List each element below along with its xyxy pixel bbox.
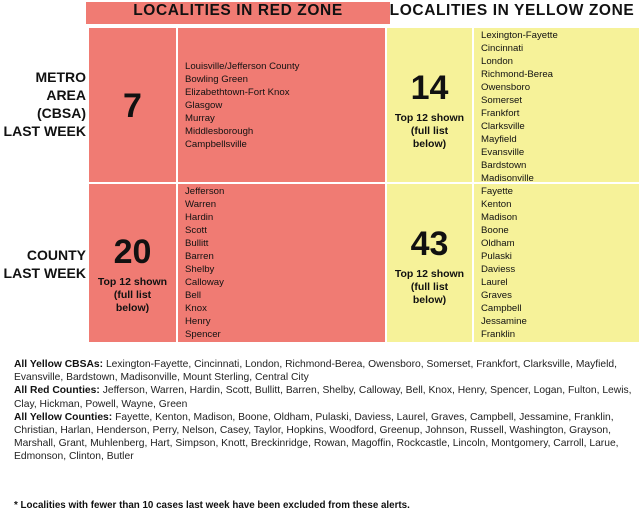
list-item: Scott bbox=[185, 225, 207, 236]
list-item: Oldham bbox=[481, 238, 515, 249]
metro-yellow-note: Top 12 shown (full list below) bbox=[394, 112, 465, 150]
list-item: Campbell bbox=[481, 303, 522, 314]
list-item: Madisonville bbox=[481, 173, 534, 184]
county-red-list: Jefferson Warren Hardin Scott Bullitt Ba… bbox=[185, 185, 224, 341]
list-item: Henry bbox=[185, 316, 211, 327]
list-item: Laurel bbox=[481, 277, 508, 288]
red-counties-label: All Red Counties: bbox=[14, 385, 100, 397]
list-item: Clarksville bbox=[481, 121, 525, 132]
list-item: Kenton bbox=[481, 199, 512, 210]
list-item: Graves bbox=[481, 290, 512, 301]
list-item: Franklin bbox=[481, 329, 516, 340]
county-red-count: 20 bbox=[113, 233, 152, 271]
list-item: Warren bbox=[185, 199, 217, 210]
list-item: Pulaski bbox=[481, 251, 512, 262]
metro-yellow-count: 14 bbox=[410, 69, 449, 107]
metro-row-label: METRO AREA (CBSA) LAST WEEK bbox=[3, 69, 86, 139]
list-item: Shelby bbox=[185, 264, 215, 275]
list-item: Cincinnati bbox=[481, 43, 524, 54]
metro-red-count-cell: 7 bbox=[89, 28, 176, 182]
yellow-cbsas-label: All Yellow CBSAs: bbox=[14, 359, 104, 370]
list-item: Somerset bbox=[481, 95, 523, 106]
yellow-counties-paragraph: All Yellow Counties: Fayette, Kenton, Ma… bbox=[14, 411, 632, 464]
county-yellow-count-cell: 43 Top 12 shown (full list below) bbox=[387, 184, 472, 342]
red-counties-text: Jefferson, Warren, Hardin, Scott, Bullit… bbox=[14, 385, 632, 410]
list-item: Jefferson bbox=[185, 186, 225, 197]
county-yellow-list: Fayette Kenton Madison Boone Oldham Pula… bbox=[481, 185, 527, 341]
county-yellow-note: Top 12 shown (full list below) bbox=[394, 268, 465, 306]
list-item: Campbellsville bbox=[185, 139, 247, 150]
county-red-list-cell: Jefferson Warren Hardin Scott Bullitt Ba… bbox=[178, 184, 385, 342]
list-item: Bowling Green bbox=[185, 74, 248, 85]
metro-red-list-cell: Louisville/Jefferson County Bowling Gree… bbox=[178, 28, 385, 182]
yellow-counties-label: All Yellow Counties: bbox=[14, 411, 113, 423]
metro-red-list: Louisville/Jefferson County Bowling Gree… bbox=[185, 60, 299, 151]
county-red-note: Top 12 shown (full list below) bbox=[97, 276, 168, 314]
county-red-count-cell: 20 Top 12 shown (full list below) bbox=[89, 184, 176, 342]
list-item: London bbox=[481, 56, 514, 67]
list-item: Murray bbox=[185, 113, 215, 124]
full-lists-summary: All Yellow CBSAs: Lexington-Fayette, Cin… bbox=[14, 358, 632, 464]
list-item: Knox bbox=[185, 303, 207, 314]
yellow-cbsas-paragraph: All Yellow CBSAs: Lexington-Fayette, Cin… bbox=[14, 358, 632, 384]
list-item: Spencer bbox=[185, 329, 221, 340]
list-item: Madison bbox=[481, 212, 518, 223]
county-row-label: COUNTY LAST WEEK bbox=[3, 247, 86, 281]
list-item: Louisville/Jefferson County bbox=[185, 61, 300, 72]
list-item: Hardin bbox=[185, 212, 214, 223]
list-item: Elizabethtown-Fort Knox bbox=[185, 87, 290, 98]
list-item: Middlesborough bbox=[185, 126, 254, 137]
list-item: Boone bbox=[481, 225, 509, 236]
list-item: Glasgow bbox=[185, 100, 223, 111]
list-item: Daviess bbox=[481, 264, 516, 275]
list-item: Fayette bbox=[481, 186, 513, 197]
footnote: * Localities with fewer than 10 cases la… bbox=[14, 500, 410, 511]
metro-yellow-count-cell: 14 Top 12 shown (full list below) bbox=[387, 28, 472, 182]
red-counties-paragraph: All Red Counties: Jefferson, Warren, Har… bbox=[14, 384, 632, 410]
red-zone-header: LOCALITIES IN RED ZONE bbox=[86, 2, 390, 24]
metro-red-count: 7 bbox=[123, 87, 142, 125]
list-item: Evansville bbox=[481, 147, 525, 158]
list-item: Frankfort bbox=[481, 108, 520, 119]
list-item: Calloway bbox=[185, 277, 224, 288]
county-yellow-list-cell: Fayette Kenton Madison Boone Oldham Pula… bbox=[474, 184, 639, 342]
list-item: Richmond-Berea bbox=[481, 69, 553, 80]
metro-yellow-list: Lexington-Fayette Cincinnati London Rich… bbox=[481, 29, 558, 185]
yellow-counties-text: Fayette, Kenton, Madison, Boone, Oldham,… bbox=[14, 411, 619, 463]
list-item: Bardstown bbox=[481, 160, 527, 171]
yellow-cbsas-text: Lexington-Fayette, Cincinnati, London, R… bbox=[14, 359, 618, 384]
county-yellow-count: 43 bbox=[410, 225, 449, 263]
list-item: Owensboro bbox=[481, 82, 531, 93]
list-item: Lexington-Fayette bbox=[481, 30, 558, 41]
list-item: Barren bbox=[185, 251, 214, 262]
yellow-zone-header: LOCALITIES IN YELLOW ZONE bbox=[389, 2, 635, 19]
list-item: Bullitt bbox=[185, 238, 209, 249]
metro-yellow-list-cell: Lexington-Fayette Cincinnati London Rich… bbox=[474, 28, 639, 185]
list-item: Mayfield bbox=[481, 134, 517, 145]
list-item: Bell bbox=[185, 290, 201, 301]
list-item: Jessamine bbox=[481, 316, 527, 327]
